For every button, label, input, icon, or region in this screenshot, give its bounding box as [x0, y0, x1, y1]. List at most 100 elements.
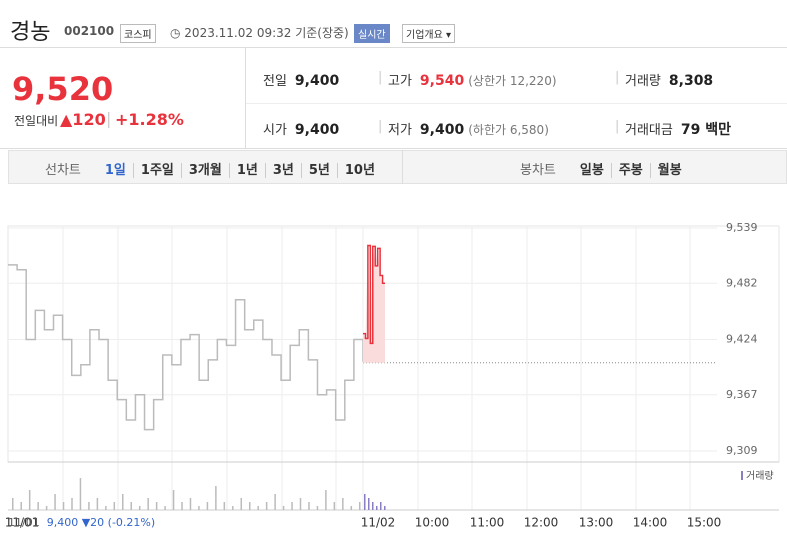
price-line — [363, 244, 385, 345]
x-tick-label: 14:00 — [633, 516, 668, 530]
realtime-badge[interactable]: 실시간 — [354, 24, 390, 43]
volume-bar — [79, 478, 82, 510]
stat-note: (하한가 6,580) — [468, 123, 549, 137]
x-tick-label: 15:00 — [687, 516, 722, 530]
area — [363, 245, 385, 363]
tab-group-label: 봉차트 — [520, 163, 556, 178]
volume-bar — [376, 506, 378, 510]
tab-bar — [8, 150, 787, 184]
tab-group: 봉차트 일봉 주봉 월봉 — [513, 159, 689, 178]
stat-label: 거래대금 — [625, 123, 673, 138]
stat: 거래량 8,308 | — [615, 70, 714, 89]
divider — [246, 103, 787, 104]
tab[interactable]: 5년 — [300, 163, 337, 178]
volume-bar — [248, 502, 251, 510]
volume-bar — [113, 502, 116, 510]
volume-legend: 거래량 — [746, 470, 774, 482]
stat: 시가 9,400 — [263, 119, 339, 138]
y-tick-label: 9,309 — [726, 444, 758, 457]
volume-bar — [240, 498, 243, 510]
volume-bar — [316, 506, 319, 510]
volume-bar — [265, 502, 268, 510]
tab[interactable]: 3년 — [264, 163, 301, 178]
volume-bar — [181, 502, 183, 510]
x-tick-label: 11/02 — [361, 516, 396, 530]
stock-name: 경농 — [10, 20, 51, 45]
volume-bar — [164, 506, 166, 510]
volume-legend-swatch — [741, 471, 743, 480]
stat-label: 전일 — [263, 74, 287, 89]
volume-bar — [138, 506, 141, 510]
stat-note: (상한가 12,220) — [468, 74, 557, 88]
tab[interactable]: 3개월 — [180, 163, 229, 178]
x-tick-label: 13:00 — [579, 516, 614, 530]
y-tick-label: 9,539 — [726, 221, 758, 234]
volume-bar — [350, 506, 353, 510]
stat-label: 거래량 — [625, 74, 661, 89]
separator: | — [378, 119, 383, 134]
stat: 거래대금 79 백만 | — [615, 119, 731, 139]
divider — [245, 47, 246, 148]
volume-bar — [282, 506, 285, 510]
x-tick-label: 11:00 — [470, 516, 505, 530]
volume-bar — [333, 502, 336, 510]
stat: 고가 9,540 (상한가 12,220) | — [378, 70, 557, 89]
tab[interactable]: 1일 — [104, 163, 126, 178]
volume-bar — [364, 494, 366, 510]
tab-group: 선차트 1일 1주일 3개월 1년 3년 5년 10년 — [38, 159, 382, 178]
footer-rate: (-0.21%) — [107, 516, 156, 529]
volume-bar — [88, 502, 90, 510]
y-tick-label: 9,367 — [726, 388, 758, 401]
volume-bar — [380, 502, 382, 510]
tab[interactable]: 주봉 — [610, 163, 650, 178]
company-info-button[interactable]: 기업개요 ▾ — [402, 24, 456, 43]
timestamp: ◷ 2023.11.02 09:32 기준(장중) — [170, 26, 349, 40]
volume-bar — [155, 502, 158, 510]
volume-bar — [147, 498, 149, 510]
volume-bar — [189, 498, 192, 510]
market-badge: 코스피 — [120, 24, 156, 43]
volume-bar — [62, 502, 65, 510]
quote-box — [0, 47, 787, 149]
tab[interactable]: 1주일 — [132, 163, 181, 178]
separator: | — [106, 109, 112, 128]
tab[interactable]: 일봉 — [579, 163, 604, 178]
stat-label: 시가 — [263, 123, 287, 138]
volume-bar — [45, 506, 48, 510]
volume-bar — [325, 490, 327, 510]
stat: 전일 9,400 — [263, 70, 339, 89]
change-rate: +1.28% — [115, 110, 184, 129]
stat-value: 9,400 — [294, 73, 340, 89]
volume-bar — [130, 502, 132, 510]
stat-value: 8,308 — [668, 73, 714, 89]
volume-bar — [274, 494, 276, 510]
tab-group-label: 선차트 — [45, 163, 81, 178]
divider — [402, 150, 403, 184]
volume-bar — [215, 486, 217, 510]
price: 9,520 — [12, 70, 114, 108]
volume-bar — [384, 506, 386, 510]
tab[interactable]: 10년 — [336, 163, 382, 178]
volume-bar — [257, 506, 259, 510]
volume-bar — [172, 490, 175, 510]
volume-bar — [291, 502, 293, 510]
x-tick-label: 10:00 — [415, 516, 450, 530]
footer-change: ▼20 — [81, 516, 105, 529]
plot-frame — [7, 225, 780, 463]
stat-value: 9,400 — [419, 122, 465, 138]
volume-bar — [368, 498, 370, 510]
volume-bar — [372, 502, 374, 510]
volume-bar — [54, 494, 56, 510]
stock-code: 002100 — [64, 24, 115, 38]
volume-bar — [28, 490, 31, 510]
x-tick-label: 11/01 — [5, 516, 40, 530]
y-tick-label: 9,424 — [726, 333, 758, 346]
tab[interactable]: 월봉 — [649, 163, 689, 178]
tab[interactable]: 1년 — [228, 163, 265, 178]
change: ▲120 — [60, 110, 106, 129]
volume-bar — [71, 498, 73, 510]
stat-label: 저가 — [388, 123, 412, 138]
x-tick-label: 12:00 — [524, 516, 559, 530]
separator: | — [615, 119, 620, 134]
